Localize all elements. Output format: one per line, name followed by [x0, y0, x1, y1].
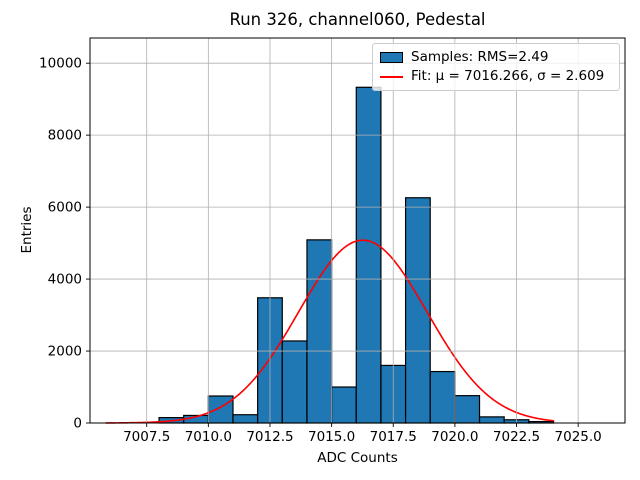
legend-entry-fit: Fit: μ = 7016.266, σ = 2.609: [380, 67, 612, 84]
histogram-bar: [429, 370, 456, 424]
x-axis-label: ADC Counts: [317, 450, 398, 466]
y-tick-label: 4000: [48, 272, 82, 288]
histogram-bar: [207, 395, 234, 424]
histogram-bar: [331, 386, 357, 424]
legend-label-fit: Fit: μ = 7016.266, σ = 2.609: [411, 67, 605, 84]
fit-line-swatch-icon: [380, 75, 403, 78]
legend-label-samples: Samples: RMS=2.49: [411, 48, 549, 65]
y-tick-label: 10000: [39, 56, 82, 72]
x-tick-label: 7012.5: [246, 429, 293, 445]
axes-spines: [89, 37, 626, 424]
histogram-bar: [306, 239, 333, 424]
y-tick-label: 0: [73, 416, 82, 432]
samples-swatch-icon: [380, 52, 403, 63]
chart-title: Run 326, channel060, Pedestal: [229, 10, 486, 29]
x-tick-label: 7020.0: [431, 429, 478, 445]
y-tick-label: 2000: [48, 344, 82, 360]
x-tick-label: 7010.0: [185, 429, 232, 445]
y-axis-label: Entries: [19, 206, 35, 254]
legend: Samples: RMS=2.49 Fit: μ = 7016.266, σ =…: [372, 43, 620, 91]
y-tick-label: 6000: [48, 200, 82, 216]
x-tick-label: 7015.0: [308, 429, 355, 445]
histogram-bar: [478, 416, 505, 424]
histogram-bar: [454, 395, 481, 424]
x-tick-label: 7022.5: [493, 429, 540, 445]
legend-entry-samples: Samples: RMS=2.49: [380, 48, 612, 65]
x-tick-label: 7017.5: [370, 429, 417, 445]
histogram-bar: [232, 414, 259, 424]
y-tick-label: 8000: [48, 128, 82, 144]
x-tick-label: 7025.0: [555, 429, 602, 445]
fit-curve: [105, 239, 555, 424]
x-tick-label: 7007.5: [123, 429, 170, 445]
histogram-bar: [281, 340, 308, 424]
histogram-bar: [355, 86, 382, 424]
